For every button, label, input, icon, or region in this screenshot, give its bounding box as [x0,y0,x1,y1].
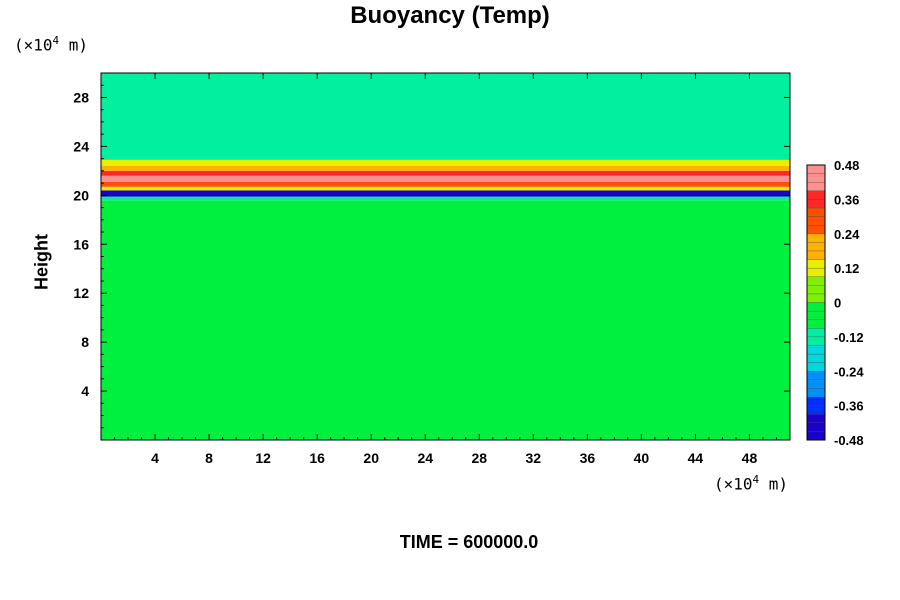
x-unit-prefix: (×10 [714,474,753,494]
chart-title: Buoyancy (Temp) [350,2,550,29]
colorbar-band [806,276,826,286]
x-tick-label-48: 48 [742,450,758,466]
colorbar-border [806,164,826,441]
field-layer-3 [101,186,790,191]
colorbar-band [806,233,826,243]
y-tick-label-4: 4 [81,383,89,399]
colorbar-band [806,267,826,277]
field-layer-4 [101,181,790,187]
x-tick-label-12: 12 [255,450,271,466]
colorbar-label: 0.12 [834,261,859,276]
colorbar-label: -0.12 [834,330,864,345]
colorbar-band [806,250,826,260]
x-tick-label-20: 20 [363,450,379,466]
colorbar-label: 0.24 [834,227,860,242]
colorbar-band [806,379,826,389]
field-layer-7 [101,165,790,171]
colorbar-label: 0.48 [834,158,859,173]
x-tick-label-24: 24 [417,450,433,466]
colorbar-band [806,302,826,312]
x-tick-label-40: 40 [634,450,650,466]
y-tick-label-12: 12 [73,285,89,301]
colorbar-band [806,362,826,372]
y-unit-suffix: m) [59,35,89,55]
x-unit-suffix: m) [759,474,789,494]
colorbar-band [806,396,826,406]
x-tick-label-8: 8 [205,450,213,466]
colorbar-band [806,225,826,234]
field-layer-1 [101,196,790,201]
colorbar-band [806,207,826,217]
colorbar-label: -0.48 [834,433,864,448]
colorbar-label: -0.24 [834,364,864,379]
colorbar-band [806,405,826,415]
colorbar-band [806,353,826,363]
colorbar-band [806,422,826,432]
colorbar-band [806,173,826,183]
colorbar-band [806,182,826,191]
y-tick-label-16: 16 [73,236,89,252]
colorbar-band [806,388,826,398]
x-tick-label-44: 44 [688,450,704,466]
y-tick-label-24: 24 [73,138,89,154]
colorbar-band [806,199,826,209]
colorbar-band [806,293,826,303]
y-tick-label-20: 20 [73,187,89,203]
colorbar-band [806,371,826,380]
colorbar-band [806,345,826,355]
y-tick-label-28: 28 [73,89,89,105]
x-tick-label-28: 28 [471,450,487,466]
colorbar-band [806,242,826,252]
colorbar-band [806,414,826,423]
colorbar-band [806,431,826,441]
colorbar-band [806,190,826,200]
x-tick-label-16: 16 [309,450,325,466]
field-layer-9 [101,73,790,160]
colorbar-band [806,310,826,320]
colorbar-band [806,336,826,346]
field-layer-6 [101,170,790,176]
field-layer-0 [101,200,790,440]
colorbar-band [806,164,826,174]
colorbar-band [806,285,826,295]
y-axis-unit: (×104 m) [14,34,88,54]
y-tick-label-8: 8 [81,334,89,350]
field-layer-5 [101,175,790,182]
x-axis-unit: (×104 m) [714,473,788,493]
y-unit-prefix: (×10 [14,35,53,55]
y-unit-exponent: 4 [52,34,60,47]
x-unit-exponent: 4 [752,473,760,486]
colorbar-label: 0.36 [834,192,859,207]
x-tick-label-32: 32 [526,450,542,466]
colorbar-band [806,216,826,226]
colorbar-band [806,319,826,329]
colorbar-band [806,328,826,338]
x-tick-label-4: 4 [151,450,159,466]
colorbar-band [806,259,826,269]
x-tick-label-36: 36 [580,450,596,466]
colorbar-label: 0 [834,296,841,311]
field-layer-2 [101,190,790,197]
time-label: TIME = 600000.0 [399,532,539,552]
colorbar-label: -0.36 [834,399,864,414]
field-layer-8 [101,159,790,166]
